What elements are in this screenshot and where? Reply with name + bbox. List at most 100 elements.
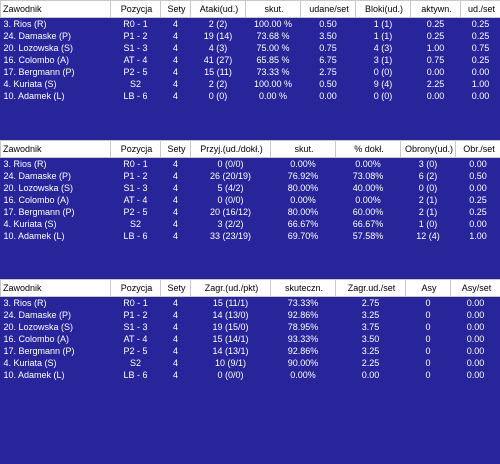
table-row[interactable]: 16. Colombo (A) AT - 4 4 41 (27) 65.85 % 6.75…: [1, 54, 500, 66]
table-cell: 0 (0/0): [217, 159, 244, 169]
table-cell: 24. Damaske (P): [3, 171, 72, 181]
column-header[interactable]: % dokł.: [335, 140, 401, 158]
table-cell: 24. Damaske (P): [3, 310, 72, 320]
table-cell: 76.92%: [287, 171, 319, 181]
column-header[interactable]: Sety: [160, 0, 191, 18]
table-row[interactable]: 3. Rios (R) R0 - 1 4 2 (2) 100.00 % 0.50 1 (1)…: [1, 18, 500, 31]
table-cell: 4: [172, 310, 178, 320]
table-cell: 65.85 %: [256, 55, 290, 65]
table-cell: 4: [172, 159, 178, 169]
table-cell: 0.25: [471, 31, 490, 41]
table-cell: 3. Rios (R): [3, 159, 47, 169]
column-header[interactable]: ud./set: [460, 0, 500, 18]
header-row: Zawodnik Pozycja Sety Ataki(ud.) skut. udane/…: [0, 0, 500, 18]
table-row[interactable]: 24. Damaske (P) P1 - 2 4 19 (14) 73.68 % 3.50…: [1, 30, 500, 42]
column-header[interactable]: skut.: [245, 0, 301, 18]
table-row[interactable]: 24. Damaske (P) P1 - 2 4 14 (13/0) 92.86% 3.2…: [1, 309, 500, 321]
column-header[interactable]: Sety: [160, 279, 191, 297]
table-cell: 14 (13/1): [212, 346, 249, 356]
column-header[interactable]: Obrony(ud.): [400, 140, 456, 158]
column-header[interactable]: Asy/set: [450, 279, 500, 297]
table-cell: 19 (14): [203, 31, 233, 41]
table-cell: 14 (13/0): [212, 310, 249, 320]
column-header[interactable]: Bloki(ud.): [355, 0, 411, 18]
table-row[interactable]: 10. Adamek (L) LB - 6 4 0 (0) 0.00 % 0.00 0 (0…: [1, 90, 500, 102]
table-row[interactable]: 16. Colombo (A) AT - 4 4 15 (14/1) 93.33% 3.5…: [1, 333, 500, 345]
table-cell: 20. Lozowska (S): [3, 322, 74, 332]
table-cell: 3 (1): [373, 55, 393, 65]
table-cell: 2 (2): [208, 19, 228, 29]
column-header[interactable]: Zawodnik: [0, 140, 111, 158]
table-cell: S1 - 3: [123, 183, 148, 193]
column-header[interactable]: Zagr.ud./set: [335, 279, 406, 297]
table-row[interactable]: 17. Bergmann (P) P2 - 5 4 15 (11) 73.33 % 2.7…: [1, 66, 500, 78]
table-cell: 0.50: [319, 79, 337, 89]
table-cell: 69.70%: [287, 231, 319, 241]
table-cell: 40.00%: [352, 183, 384, 193]
column-header[interactable]: skut.: [270, 140, 336, 158]
table-cell: P2 - 5: [123, 67, 148, 77]
column-header[interactable]: Ataki(ud.): [190, 0, 246, 18]
table-cell: 0 (0): [373, 91, 393, 101]
table-cell: 0: [425, 322, 431, 332]
column-header[interactable]: Sety: [160, 140, 191, 158]
table-row[interactable]: 20. Lozowska (S) S1 - 3 4 4 (3) 75.00 % 0.75 4…: [1, 42, 500, 54]
table-cell: 0.75: [319, 43, 337, 53]
table-cell: 100.00 %: [253, 79, 293, 89]
column-header[interactable]: Asy: [405, 279, 451, 297]
table-cell: 4: [172, 171, 178, 181]
table-cell: 1 (1): [373, 31, 393, 41]
table-cell: 0.00%: [290, 195, 316, 205]
table-cell: 4: [172, 207, 178, 217]
table-row[interactable]: 20. Lozowska (S) S1 - 3 4 5 (4/2) 80.00% 40.0…: [1, 182, 500, 194]
column-header[interactable]: Zawodnik: [0, 279, 111, 297]
table-cell: 0: [425, 370, 431, 380]
table-cell: 17. Bergmann (P): [3, 67, 75, 77]
table-cell: 0.00: [471, 91, 490, 101]
table-cell: 12 (4): [416, 231, 440, 241]
table-row[interactable]: 16. Colombo (A) AT - 4 4 0 (0/0) 0.00% 0.00% 2…: [1, 194, 500, 206]
table-row[interactable]: 3. Rios (R) R0 - 1 4 0 (0/0) 0.00% 0.00% 3 (0)…: [1, 158, 500, 171]
table-cell: 3.50: [361, 334, 380, 344]
column-header[interactable]: aktywn.: [410, 0, 461, 18]
column-header[interactable]: Obr./set: [455, 140, 500, 158]
table-row[interactable]: 24. Damaske (P) P1 - 2 4 26 (20/19) 76.92% 73…: [1, 170, 500, 182]
column-header[interactable]: Zagr.(ud./pkt): [190, 279, 271, 297]
table-cell: 3.25: [361, 310, 380, 320]
table-cell: 9 (4): [373, 79, 393, 89]
table-row[interactable]: 3. Rios (R) R0 - 1 4 15 (11/1) 73.33% 2.75 0 0.…: [1, 297, 500, 310]
table-cell: 16. Colombo (A): [3, 195, 70, 205]
table-cell: 3. Rios (R): [3, 19, 47, 29]
table-cell: 41 (27): [203, 55, 233, 65]
table-cell: 4: [172, 55, 178, 65]
table-row[interactable]: 4. Kuriata (S) S2 4 3 (2/2) 66.67% 66.67% 1 (0…: [1, 218, 500, 230]
table-cell: 92.86%: [287, 310, 319, 320]
table-cell: 4: [172, 195, 178, 205]
table-row[interactable]: 4. Kuriata (S) S2 4 10 (9/1) 90.00% 2.25 0 0.00: [1, 357, 500, 369]
column-header[interactable]: Pozycja: [110, 0, 161, 18]
table-cell: 73.33%: [287, 298, 319, 308]
column-header[interactable]: Pozycja: [110, 140, 161, 158]
table-cell: 0.00%: [355, 195, 381, 205]
table-row[interactable]: 10. Adamek (L) LB - 6 4 0 (0/0) 0.00% 0.00 0 0.…: [1, 369, 500, 381]
column-header[interactable]: Pozycja: [110, 279, 161, 297]
column-header[interactable]: Przyj.(ud./dokł.): [190, 140, 271, 158]
table-row[interactable]: 17. Bergmann (P) P2 - 5 4 14 (13/1) 92.86% 3.…: [1, 345, 500, 357]
table-row[interactable]: 20. Lozowska (S) S1 - 3 4 19 (15/0) 78.95% 3.…: [1, 321, 500, 333]
table-cell: 4: [172, 67, 178, 77]
table-cell: 0: [425, 310, 431, 320]
table-cell: 100.00 %: [253, 19, 293, 29]
table-cell: 4. Kuriata (S): [3, 219, 57, 229]
column-header[interactable]: skuteczn.: [270, 279, 336, 297]
table-row[interactable]: 17. Bergmann (P) P2 - 5 4 20 (16/12) 80.00% 6…: [1, 206, 500, 218]
table-cell: 0 (0/0): [217, 370, 244, 380]
table-cell: 60.00%: [352, 207, 384, 217]
table-row[interactable]: 10. Adamek (L) LB - 6 4 33 (23/19) 69.70% 57.…: [1, 230, 500, 242]
table-cell: 2 (1): [418, 207, 438, 217]
column-header[interactable]: udane/set: [300, 0, 356, 18]
table-row[interactable]: 4. Kuriata (S) S2 4 2 (2) 100.00 % 0.50 9 (4) 2…: [1, 78, 500, 90]
column-header[interactable]: Zawodnik: [0, 0, 111, 18]
table-cell: 4: [172, 91, 178, 101]
table-cell: 0.00: [426, 67, 445, 77]
table-cell: 16. Colombo (A): [3, 55, 70, 65]
